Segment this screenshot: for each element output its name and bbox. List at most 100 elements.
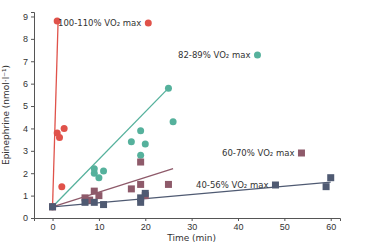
x-axis: 0 10 20 30 40 50 60 [35,218,341,232]
y-tick: 9 [23,12,34,22]
point [137,181,144,188]
y-tick-mark [31,61,34,62]
y-tick-label: 7 [23,57,28,67]
series-label: 82-89% VO₂ max [178,50,250,60]
fit-line [53,182,331,207]
x-tick: 60 [326,218,336,232]
y-tick: 3 [23,146,34,156]
x-tick-label: 10 [94,222,104,232]
y-tick-label: 1 [23,191,28,201]
point [327,174,334,181]
fit-line [53,21,59,207]
series-label-marker [145,20,152,27]
y-tick-mark [31,173,34,174]
x-tick: 10 [94,218,104,232]
x-tick-mark [192,218,193,221]
x-tick-mark [145,218,146,221]
x-tick-label: 20 [141,222,151,232]
y-tick: 7 [23,57,34,67]
point [100,167,107,174]
y-tick-mark [31,39,34,40]
point [323,183,330,190]
series-label-group: 60-70% VO₂ max [222,148,305,158]
series-label-group: 40-56% VO₂ max [196,180,279,190]
y-tick: 0 [23,213,34,223]
point [137,152,144,159]
x-axis-title: Time (min) [166,233,216,243]
point [95,192,102,199]
x-tick-label: 60 [326,222,336,232]
y-tick-mark [31,196,34,197]
y-tick-label: 8 [23,34,28,44]
x-tick: 40 [233,218,243,232]
point [128,138,135,145]
marks [49,17,334,210]
point [58,183,65,190]
y-tick-mark [31,16,34,17]
y-tick-label: 5 [23,101,28,111]
point [49,203,56,210]
chart: 0 10 20 30 40 50 60 0 1 2 3 4 5 6 7 8 9 100-110% VO₂ max 8… [0,0,382,244]
point [100,201,107,208]
x-tick: 30 [187,218,197,232]
y-tick-mark [31,84,34,85]
y-tick-label: 4 [23,124,28,134]
point [137,159,144,166]
point [91,165,98,172]
x-tick: 0 [51,218,56,232]
y-axis-title: Epinephrine (nmol·l⁻¹) [1,65,11,165]
series-label: 100-110% VO₂ max [58,18,141,28]
point [49,203,56,210]
y-tick-label: 3 [23,146,28,156]
y-tick: 4 [23,124,34,134]
point [49,203,56,210]
point [82,199,89,206]
y-tick: 8 [23,34,34,44]
y-tick-mark [31,218,34,219]
x-tick-mark [99,218,100,221]
series-label-group: 82-89% VO₂ max [178,50,261,60]
point [128,185,135,192]
series-label-marker [298,150,305,157]
y-tick-label: 9 [23,12,28,22]
y-tick-mark [31,106,34,107]
x-tick-label: 40 [233,222,243,232]
point [142,190,149,197]
series-label-group: 100-110% VO₂ max [58,18,152,28]
x-tick-label: 50 [280,222,290,232]
y-tick: 2 [23,169,34,179]
x-tick: 50 [280,218,290,232]
y-tick-label: 6 [23,79,28,89]
point [61,125,68,132]
point [95,174,102,181]
point [49,203,56,210]
y-tick-label: 0 [23,213,28,223]
series-label-marker [254,52,261,59]
series-label: 40-56% VO₂ max [196,180,268,190]
y-tick: 6 [23,79,34,89]
x-axis-line [35,219,341,222]
y-axis-line [31,13,35,219]
y-tick-mark [31,151,34,152]
point [165,181,172,188]
x-tick-mark [238,218,239,221]
x-tick-label: 0 [51,222,56,232]
x-tick-mark [284,218,285,221]
plot: 0 10 20 30 40 50 60 0 1 2 3 4 5 6 7 8 9 100-110% VO₂ max 8… [23,12,341,233]
series-label-marker [272,182,279,189]
x-tick-label: 30 [187,222,197,232]
series-label: 60-70% VO₂ max [222,148,294,158]
x-tick-mark [53,218,54,221]
point [142,141,149,148]
y-tick: 5 [23,101,34,111]
x-tick-mark [331,218,332,221]
y-tick-label: 2 [23,169,28,179]
x-tick: 20 [141,218,151,232]
y-axis: 0 1 2 3 4 5 6 7 8 9 [23,12,35,224]
point [165,85,172,92]
y-tick: 1 [23,191,34,201]
y-tick-mark [31,128,34,129]
point [137,127,144,134]
point [170,118,177,125]
point [91,199,98,206]
